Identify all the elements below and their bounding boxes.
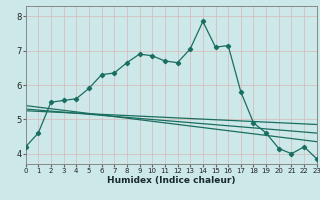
X-axis label: Humidex (Indice chaleur): Humidex (Indice chaleur) — [107, 176, 236, 185]
